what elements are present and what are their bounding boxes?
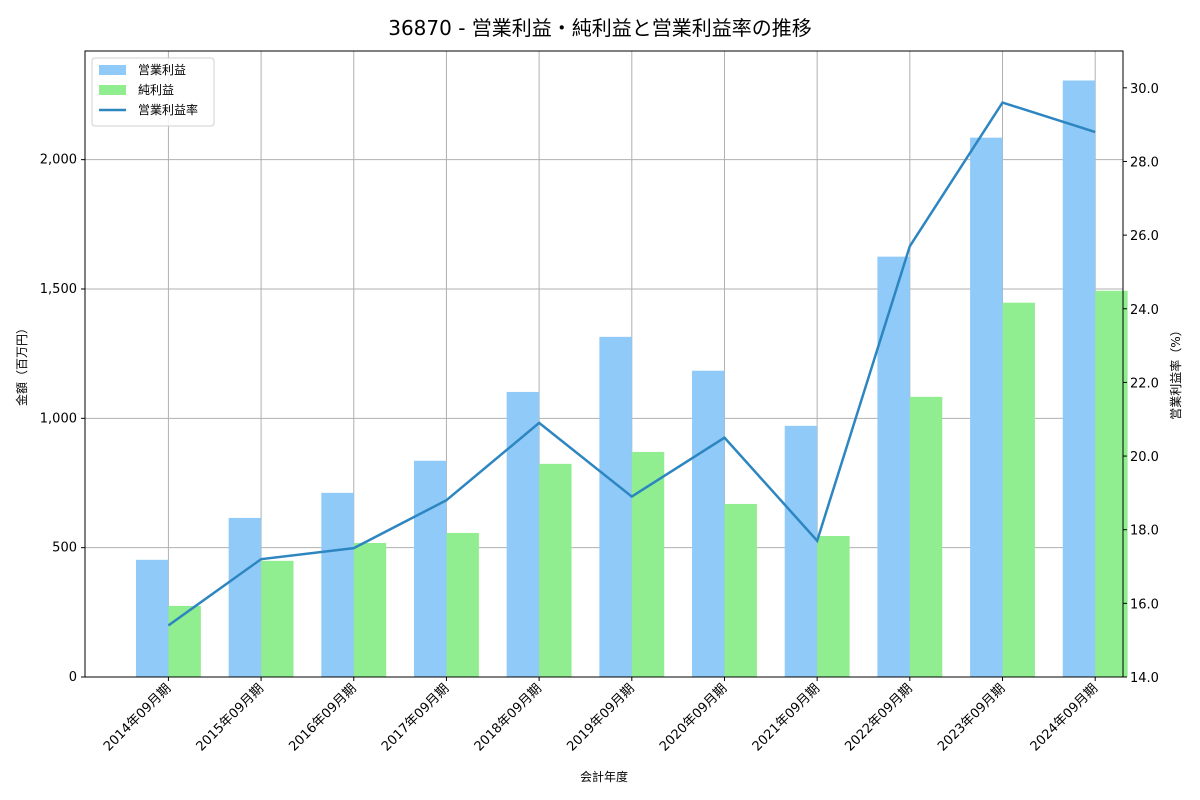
- svg-text:2,000: 2,000: [40, 153, 77, 168]
- svg-text:2019年09月期: 2019年09月期: [564, 681, 637, 754]
- svg-text:2021年09月期: 2021年09月期: [750, 681, 823, 754]
- x-axis: 2014年09月期 2015年09月期 2016年09月期 2017年09月期 2018…: [101, 677, 1101, 755]
- bar: [817, 536, 850, 677]
- bar: [724, 503, 757, 677]
- left-y-axis: 0 500 1,000 1,500 2,000: [40, 153, 85, 685]
- svg-text:1,500: 1,500: [40, 282, 77, 297]
- bar: [970, 137, 1003, 677]
- legend-swatch: [99, 65, 126, 75]
- svg-text:20.0: 20.0: [1130, 450, 1159, 465]
- svg-text:2020年09月期: 2020年09月期: [657, 681, 730, 754]
- bar: [228, 517, 262, 677]
- svg-text:2015年09月期: 2015年09月期: [194, 681, 267, 754]
- bar: [135, 559, 169, 677]
- legend-label: 営業利益率: [138, 102, 198, 117]
- bar: [909, 396, 943, 677]
- svg-text:16.0: 16.0: [1130, 597, 1159, 612]
- svg-text:2017年09月期: 2017年09月期: [379, 681, 452, 754]
- legend-swatch: [99, 85, 126, 95]
- bar: [877, 256, 910, 677]
- svg-text:28.0: 28.0: [1130, 155, 1159, 170]
- bar: [1002, 302, 1035, 677]
- right-y-axis-label: 営業利益率（%）: [1168, 324, 1183, 419]
- svg-text:2024年09月期: 2024年09月期: [1028, 681, 1101, 754]
- svg-text:18.0: 18.0: [1130, 524, 1159, 539]
- svg-text:22.0: 22.0: [1130, 376, 1159, 391]
- bar: [539, 463, 572, 677]
- svg-text:0: 0: [69, 670, 77, 685]
- left-y-axis-label: 金額（百万円）: [14, 322, 29, 406]
- right-y-axis: 14.0 16.0 18.0 20.0 22.0 24.0 26.0 28.0 30.0: [1123, 82, 1159, 686]
- bar-series-0: [135, 80, 1096, 677]
- bar: [446, 532, 479, 677]
- svg-text:14.0: 14.0: [1130, 671, 1159, 686]
- x-axis-label: 会計年度: [580, 769, 628, 784]
- svg-text:24.0: 24.0: [1130, 303, 1159, 318]
- svg-text:1,000: 1,000: [40, 411, 77, 426]
- bar: [321, 492, 354, 677]
- plot-frame: [84, 50, 1124, 678]
- svg-text:2016年09月期: 2016年09月期: [286, 681, 359, 754]
- bar: [692, 370, 725, 677]
- bar: [506, 391, 540, 677]
- svg-text:26.0: 26.0: [1130, 229, 1159, 244]
- svg-text:2022年09月期: 2022年09月期: [842, 681, 915, 754]
- bar: [1062, 80, 1096, 677]
- bar: [631, 451, 665, 677]
- svg-text:2023年09月期: 2023年09月期: [935, 681, 1008, 754]
- bar: [784, 425, 818, 677]
- svg-text:30.0: 30.0: [1130, 82, 1159, 97]
- bar: [599, 336, 632, 677]
- bar: [261, 560, 294, 677]
- bar-series-1: [168, 290, 1128, 677]
- bar: [168, 605, 201, 677]
- bar: [353, 543, 387, 677]
- bar: [414, 460, 447, 677]
- line-series-margin: [167, 101, 1096, 627]
- chart-title: 36870 - 営業利益・純利益と営業利益率の推移: [388, 16, 812, 40]
- bar: [1095, 290, 1128, 677]
- svg-text:2014年09月期: 2014年09月期: [101, 681, 174, 754]
- legend-label: 純利益: [138, 83, 174, 97]
- legend-label: 営業利益: [138, 63, 186, 77]
- svg-text:500: 500: [52, 541, 77, 556]
- svg-text:2018年09月期: 2018年09月期: [472, 681, 545, 754]
